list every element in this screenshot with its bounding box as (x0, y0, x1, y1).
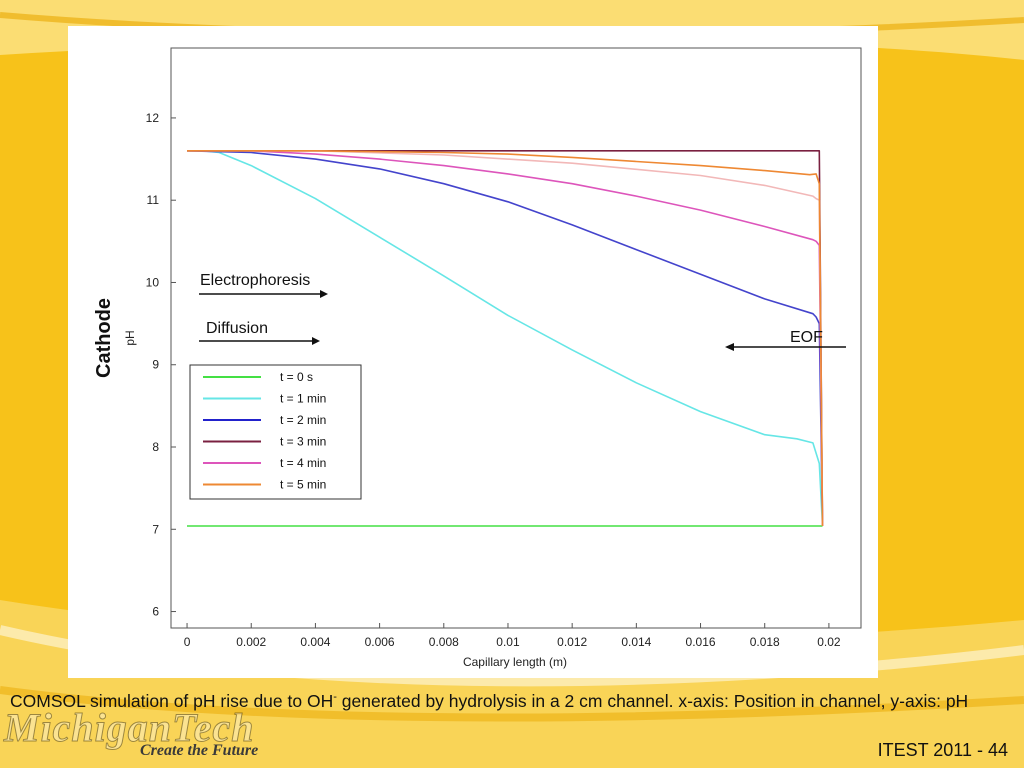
plot-frame (170, 47, 862, 629)
y-tick-label: 12 (146, 111, 160, 125)
series-line-1 (187, 150, 824, 527)
x-tick-label: 0.002 (236, 635, 266, 649)
logo-wordmark: MichiganTech (4, 705, 255, 751)
diffusion-arrowhead (312, 337, 320, 345)
legend: t = 0 s t = 1 min t = 2 min t = 3 min t = 4 … (189, 364, 362, 500)
eof-label: EOF (790, 329, 823, 346)
logo-tagline: Create the Future (140, 742, 259, 759)
y-tick-label: 11 (147, 193, 160, 207)
x-tick-label: 0.02 (817, 635, 841, 649)
series-line-2 (186, 150, 824, 527)
slide-number: ITEST 2011 - 44 (877, 740, 1008, 760)
legend-label: t = 1 min (280, 392, 326, 406)
x-axis-title: Capillary length (m) (463, 655, 567, 669)
caption-text-after: generated by hydrolysis in a 2 cm channe… (336, 690, 969, 711)
legend-label: t = 3 min (280, 435, 326, 449)
y-tick-label: 6 (152, 605, 159, 619)
legend-label: t = 2 min (280, 413, 326, 427)
electrophoresis-arrowhead (320, 290, 328, 298)
y-tick-label: 10 (146, 275, 160, 289)
ph-chart: 0 0.002 0.004 0.006 0.008 0.01 0.012 0.014 0.016… (93, 47, 862, 669)
y-tick-label: 8 (152, 440, 159, 454)
x-tick-label: 0.014 (621, 635, 651, 649)
diffusion-label: Diffusion (206, 320, 268, 337)
michigan-tech-logo: MichiganTech Create the Future (4, 704, 259, 760)
x-tick-label: 0.004 (300, 635, 330, 649)
legend-label: t = 5 min (280, 478, 326, 492)
x-tick-label: 0.012 (557, 635, 587, 649)
series-layer (186, 150, 824, 527)
series-line-5 (187, 150, 824, 527)
legend-label: t = 4 min (280, 456, 326, 470)
x-tick-label: 0.016 (686, 635, 716, 649)
series-line-4 (187, 150, 824, 527)
tick-layer: 0 0.002 0.004 0.006 0.008 0.01 0.012 0.014 0.016… (146, 111, 841, 649)
electrophoresis-label: Electrophoresis (200, 272, 310, 289)
x-tick-label: 0.01 (496, 635, 520, 649)
x-tick-label: 0.006 (365, 635, 395, 649)
caption-superscript: - (333, 691, 337, 703)
x-tick-label: 0 (184, 635, 191, 649)
eof-arrowhead (725, 343, 734, 351)
y-axis-title: pH (123, 330, 137, 345)
caption-text-before: COMSOL simulation of pH rise due to OH (10, 690, 334, 711)
legend-label: t = 0 s (280, 370, 313, 384)
series-line-6 (187, 150, 824, 527)
slide-caption: COMSOL simulation of pH rise due to OH- … (10, 684, 1010, 714)
figure-panel (68, 26, 878, 678)
y-tick-label: 7 (152, 522, 159, 536)
legend-box (189, 364, 362, 500)
x-tick-label: 0.018 (750, 635, 780, 649)
cathode-label: Cathode (93, 298, 115, 378)
y-tick-label: 9 (152, 358, 159, 372)
x-tick-label: 0.008 (429, 635, 459, 649)
